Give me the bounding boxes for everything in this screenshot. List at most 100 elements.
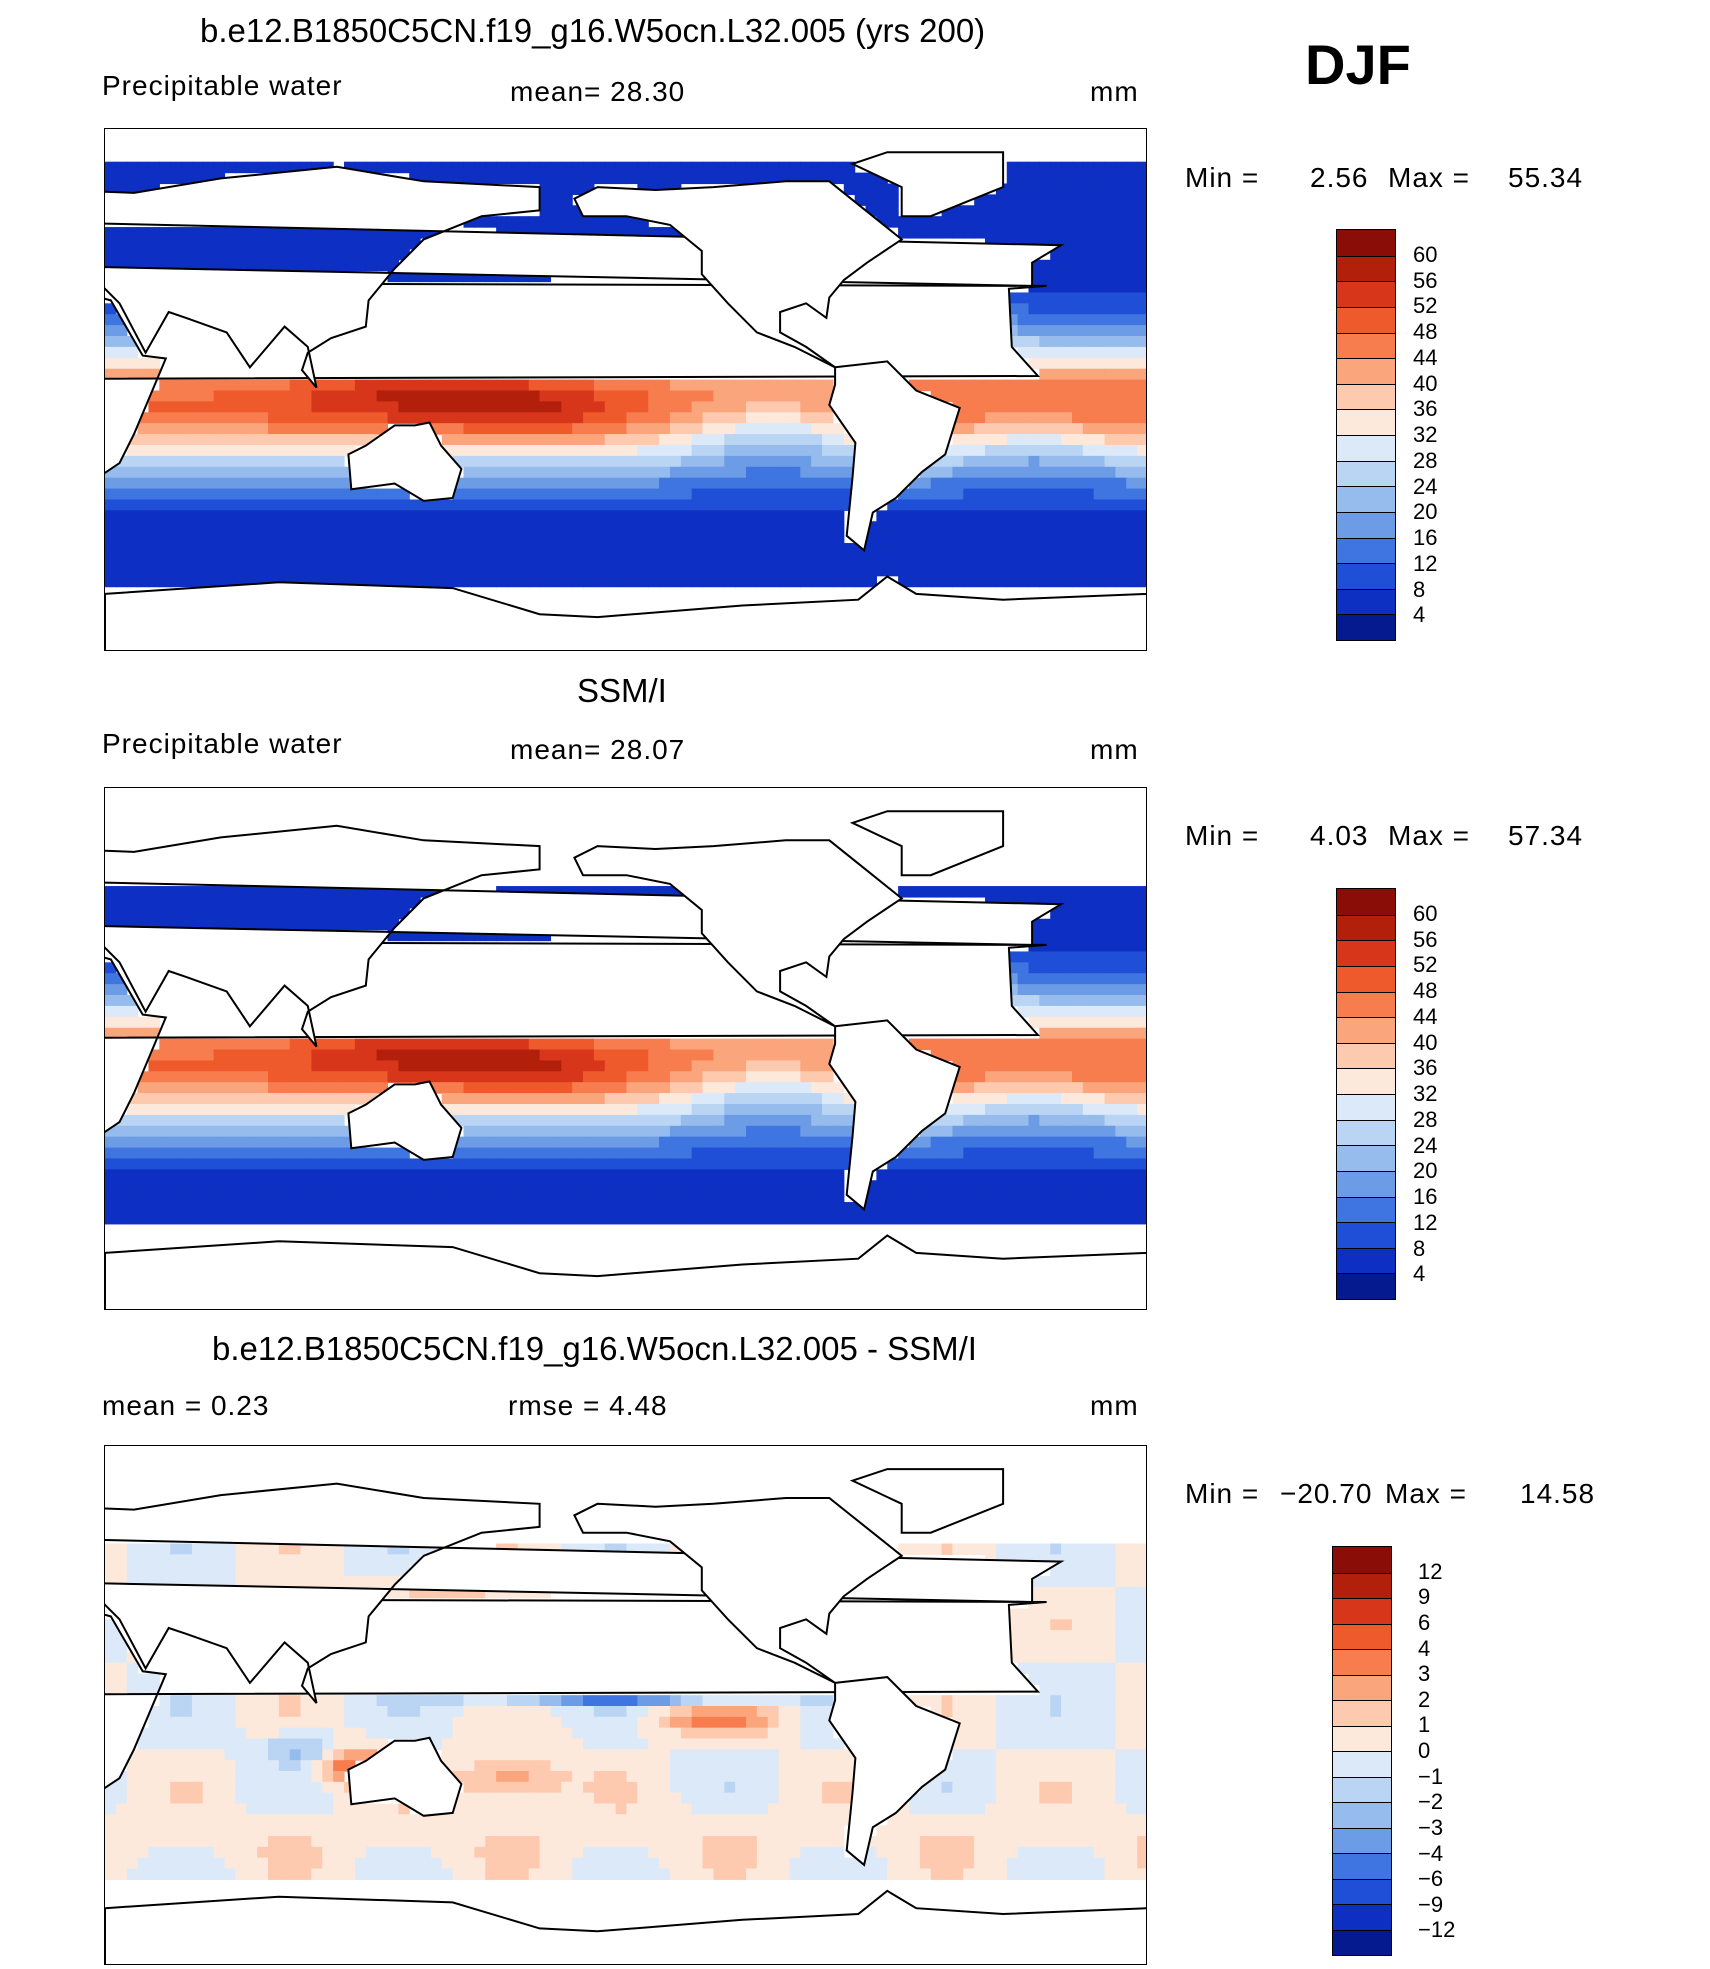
field-cell [1082,444,1095,457]
field-cell [713,1716,725,1729]
field-cell [724,161,736,174]
field-cell [496,1695,508,1707]
field-cell [246,510,258,522]
field-cell [170,1093,182,1105]
field-cell [593,1169,606,1181]
field-cell [517,216,530,228]
field-cell [365,543,378,555]
field-cell [398,1191,410,1203]
field-cell [1061,1125,1073,1138]
field-cell [550,216,562,228]
field-cell [680,444,693,457]
field-cell [300,477,313,490]
field-cell [474,564,486,577]
field-cell [583,1191,595,1203]
field-cell [985,227,997,239]
field-cell [235,1147,247,1160]
field-cell [1039,368,1051,381]
field-cell [756,575,769,588]
field-cell [1137,1597,1146,1610]
field-cell [593,227,606,239]
field-cell [246,401,258,413]
field-cell [300,1147,313,1160]
field-cell [669,412,682,424]
field-cell [1061,973,1073,985]
field-cell [767,401,780,413]
field-cell [506,510,519,522]
field-cell [702,1727,715,1740]
field-cell [832,1169,845,1181]
field-cell [756,1071,769,1083]
field-cell [713,1136,725,1149]
field-cell [289,1554,302,1566]
field-cell [843,172,856,185]
field-cell [159,1212,171,1225]
field-cell [985,1093,997,1105]
field-cell [333,488,345,501]
field-cell [1017,390,1030,402]
field-cell [246,896,258,909]
field-cell [539,1749,552,1761]
field-cell [159,1071,171,1083]
field-cell [213,1114,226,1127]
field-cell [246,412,258,424]
field-cell [1061,336,1073,348]
field-cell [289,918,302,931]
field-cell [1126,1191,1138,1203]
field-cell [1050,940,1062,953]
field-cell [333,259,345,272]
field-cell [985,1136,997,1149]
field-cell [181,248,193,261]
field-cell [289,896,302,909]
field-cell [550,1125,562,1138]
field-cell [354,379,367,392]
field-cell [593,1706,606,1718]
mean-label: mean= 28.07 [510,734,686,765]
field-cell [1071,357,1084,370]
field-cell [115,1191,128,1203]
field-cell [278,1093,291,1105]
field-cell [278,532,291,544]
field-cell [1115,1641,1127,1653]
field-cell [191,510,204,522]
coastline [573,180,904,369]
field-cell [941,1136,954,1149]
field-cell [952,1147,964,1160]
field-cell [1082,477,1095,490]
field-cell [1050,161,1062,174]
field-cell [278,455,291,468]
field-cell [822,379,834,392]
field-cell [202,553,215,566]
field-cell [1028,1586,1040,1599]
field-cell [1137,1038,1146,1051]
field-cell [735,1738,747,1750]
field-cell [115,918,128,931]
field-cell [452,1202,465,1214]
field-cell [289,455,302,468]
field-cell [887,532,899,544]
field-cell [985,1749,997,1761]
field-cell [691,1049,704,1061]
field-cell [843,434,856,446]
field-cell [963,1706,975,1718]
field-cell [137,499,150,511]
field-cell [170,553,182,566]
field-cell [1126,973,1138,985]
field-cell [615,510,628,522]
field-cell [278,543,291,555]
field-cell [376,390,389,402]
field-cell [702,564,715,577]
field-cell [267,1749,280,1761]
field-cell [1061,1202,1073,1214]
field-cell [724,1212,736,1225]
field-cell [376,161,389,174]
field-cell [963,434,975,446]
field-cell [561,1695,573,1707]
field-cell [202,172,215,185]
field-cell [398,553,410,566]
field-cell [441,423,454,435]
field-cell [333,412,345,424]
field-cell [115,984,128,996]
field-cell [811,172,823,185]
field-cell [572,543,584,555]
